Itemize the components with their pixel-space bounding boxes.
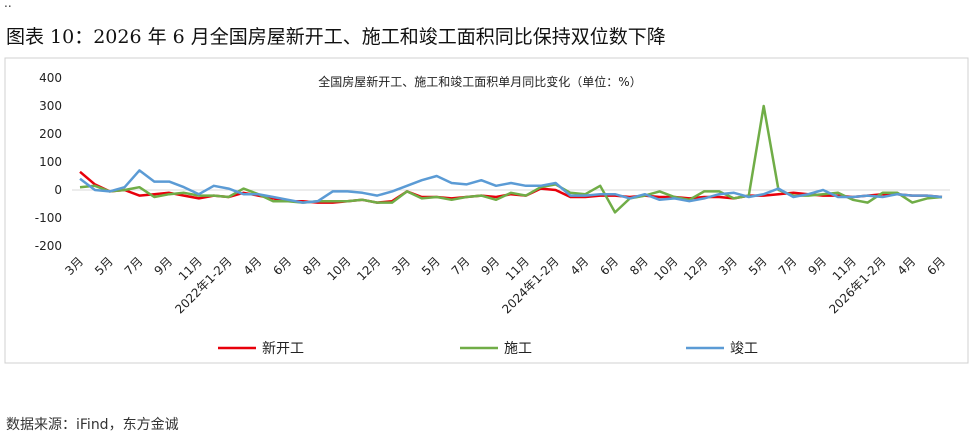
x-tick-label: 6月 xyxy=(270,254,294,278)
x-tick-label: 12月 xyxy=(354,254,383,283)
x-tick-label: 8月 xyxy=(300,254,324,278)
x-tick-label: 6月 xyxy=(924,254,948,278)
x-tick-label: 4月 xyxy=(895,254,919,278)
y-tick-label: 400 xyxy=(39,71,62,85)
series-line xyxy=(79,169,943,204)
x-tick-label: 6月 xyxy=(597,254,621,278)
figure-caption: 图表 10：2026 年 6 月全国房屋新开工、施工和竣工面积同比保持双位数下降 xyxy=(6,26,666,48)
series-line xyxy=(79,104,943,214)
y-tick-label: -200 xyxy=(35,239,62,253)
y-tick-label: -100 xyxy=(35,211,62,225)
y-tick-label: 200 xyxy=(39,127,62,141)
source-note: 数据来源：iFind，东方金诚 xyxy=(6,417,179,433)
x-tick-label: 9月 xyxy=(478,254,502,278)
x-tick-label: 5月 xyxy=(419,254,443,278)
y-tick-label: 0 xyxy=(54,183,62,197)
top-mark: .. xyxy=(4,0,12,10)
y-tick-label: 300 xyxy=(39,99,62,113)
x-tick-label: 7月 xyxy=(776,254,800,278)
chart-frame xyxy=(4,57,969,364)
x-tick-label: 7月 xyxy=(449,254,473,278)
x-tick-label: 7月 xyxy=(122,254,146,278)
x-tick-label: 12月 xyxy=(681,254,710,283)
legend-label: 竣工 xyxy=(730,341,758,357)
x-tick-label: 9月 xyxy=(805,254,829,278)
x-tick-label: 4月 xyxy=(241,254,265,278)
y-tick-label: 100 xyxy=(39,155,62,169)
x-tick-label: 3月 xyxy=(716,254,740,278)
x-tick-label: 10月 xyxy=(324,254,353,283)
x-tick-label: 5月 xyxy=(746,254,770,278)
legend-label: 新开工 xyxy=(262,341,304,357)
legend-label: 施工 xyxy=(504,341,532,357)
x-tick-label: 10月 xyxy=(651,254,680,283)
x-tick-label: 3月 xyxy=(62,254,86,278)
x-tick-label: 5月 xyxy=(92,254,116,278)
x-tick-label: 3月 xyxy=(389,254,413,278)
chart-title: 全国房屋新开工、施工和竣工面积单月同比变化（单位：%） xyxy=(318,74,641,89)
x-tick-label: 4月 xyxy=(568,254,592,278)
x-tick-label: 8月 xyxy=(627,254,651,278)
x-tick-label: 9月 xyxy=(152,254,176,278)
